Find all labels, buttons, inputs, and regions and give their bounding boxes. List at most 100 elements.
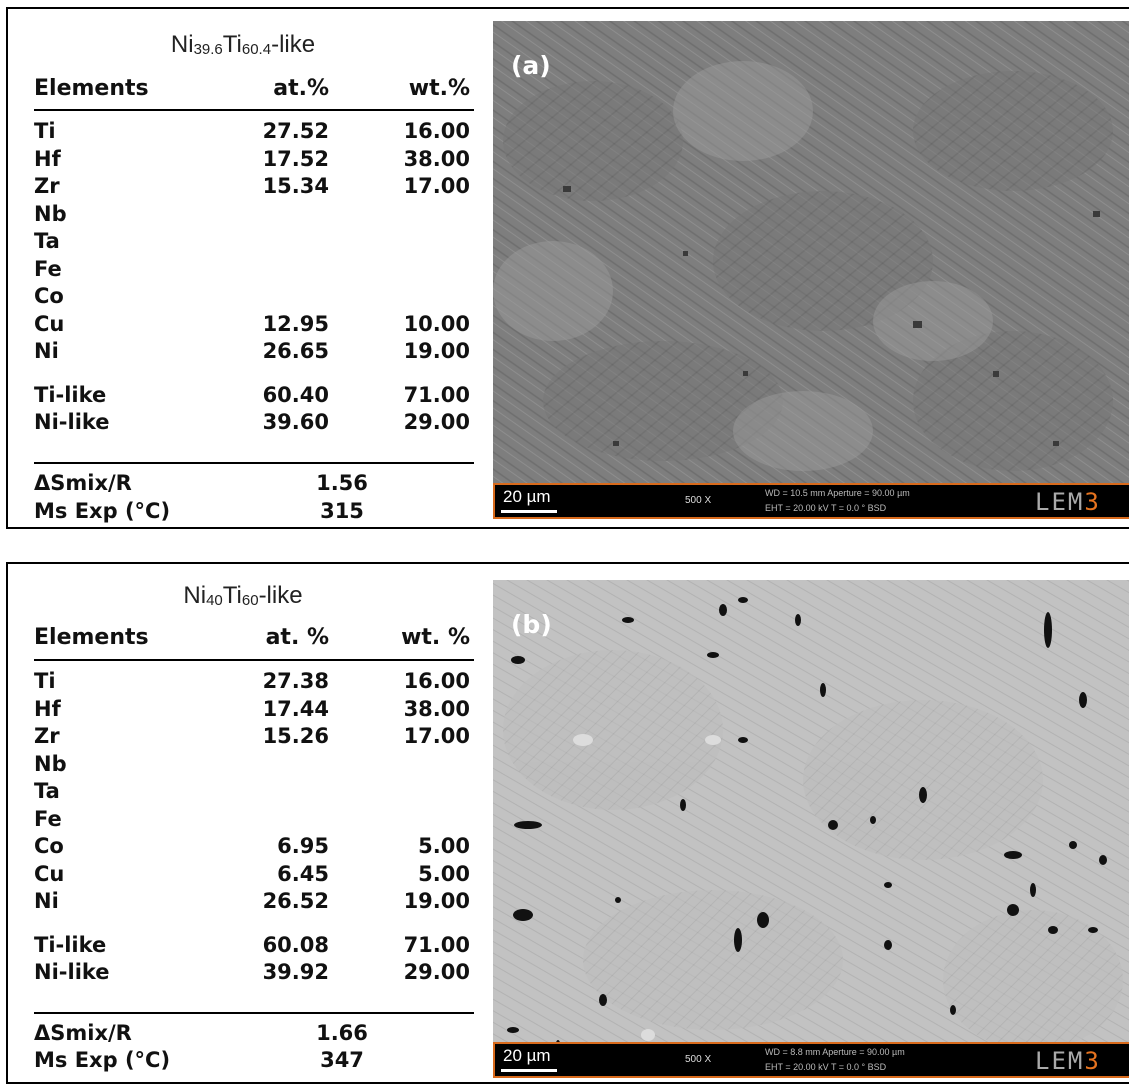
table-row: Ta [34, 777, 474, 805]
summary-divider [34, 462, 474, 464]
ms-row-b: Ms Exp (°C) 347 [34, 1046, 474, 1074]
sem-info-bar-b: 20 µm 500 X WD = 8.8 mm Aperture = 90.00… [493, 1042, 1129, 1078]
at-percent: 17.52 [262, 146, 329, 171]
header-wt: wt. % [401, 625, 470, 650]
element-name: Hf [34, 696, 61, 721]
smix-row-a: ΔSmix/R 1.56 [34, 469, 474, 497]
composition-table-b: Ni40Ti60-like Elements at. % wt. % ΔSmix… [8, 564, 488, 1082]
at-percent: 15.34 [262, 174, 329, 198]
at-percent: 15.26 [262, 724, 329, 748]
wt-percent: 17.00 [403, 174, 470, 198]
at-percent: 26.65 [262, 339, 329, 363]
header-at: at. % [265, 625, 329, 650]
at-percent: 60.40 [262, 382, 329, 407]
scale-bar-a [501, 510, 557, 513]
element-name: Ta [34, 779, 60, 803]
table-row: Ti-like 60.08 71.00 [34, 931, 474, 959]
at-percent: 27.52 [262, 119, 329, 143]
sem-micrograph-b: (b) 20 µm 500 X WD = 8.8 mm Aperture = 9… [493, 580, 1129, 1078]
wt-percent: 16.00 [403, 669, 470, 693]
ms-label: Ms Exp (°C) [34, 499, 171, 523]
header-elements: Elements [34, 76, 149, 101]
element-name: Fe [34, 806, 62, 831]
sem-info-bar-a: 20 µm 500 X WD = 10.5 mm Aperture = 90.0… [493, 483, 1129, 519]
table-row: Fe [34, 805, 474, 833]
sem-micrograph-a: (a) 20 µm 500 X WD = 10.5 mm Aperture = … [493, 21, 1129, 519]
element-name: Ti [34, 119, 56, 143]
table-row: Ti 27.52 16.00 [34, 117, 474, 145]
wt-percent: 29.00 [403, 410, 470, 434]
sem-meta-line2-b: EHT = 20.00 kV T = 0.0 ° BSD [765, 1062, 887, 1072]
smix-row-b: ΔSmix/R 1.66 [34, 1019, 474, 1047]
sem-meta-line1-b: WD = 8.8 mm Aperture = 90.00 µm [765, 1047, 905, 1057]
smix-value: 1.66 [316, 1021, 368, 1045]
ms-row-a: Ms Exp (°C) 315 [34, 497, 474, 525]
table-row: Zr 15.26 17.00 [34, 722, 474, 750]
element-name: Co [34, 284, 64, 308]
wt-percent: 17.00 [403, 724, 470, 748]
table-row: Co [34, 282, 474, 310]
image-label-a: (a) [511, 51, 551, 80]
table-row: Ni-like 39.92 29.00 [34, 958, 474, 986]
alloy-title-a: Ni39.6Ti60.4-like [170, 31, 316, 58]
table-header-a: Elements at.% wt.% [34, 75, 474, 103]
table-row: Hf 17.44 38.00 [34, 695, 474, 723]
at-percent: 12.95 [262, 311, 329, 336]
wt-percent: 29.00 [403, 960, 470, 984]
sem-meta-line2-a: EHT = 20.00 kV T = 0.0 ° BSD [765, 503, 887, 513]
magnification-b: 500 X [685, 1054, 712, 1065]
header-elements: Elements [34, 625, 149, 650]
panel-b: Ni40Ti60-like Elements at. % wt. % ΔSmix… [6, 562, 1129, 1084]
element-name: Ni [34, 339, 59, 363]
at-percent: 39.92 [262, 960, 329, 984]
element-name: Cu [34, 311, 65, 336]
at-percent: 39.60 [262, 410, 329, 434]
ms-value: 347 [320, 1048, 364, 1072]
at-percent: 60.08 [262, 932, 329, 957]
table-row: Ni 26.52 19.00 [34, 887, 474, 915]
table-row: Cu 6.45 5.00 [34, 860, 474, 888]
ms-value: 315 [320, 499, 364, 523]
composition-table-a: Ni39.6Ti60.4-like Elements at.% wt.% ΔSm… [8, 9, 488, 527]
sem-meta-line1-a: WD = 10.5 mm Aperture = 90.00 µm [765, 488, 910, 498]
wt-percent: 19.00 [403, 889, 470, 913]
table-row: Co 6.95 5.00 [34, 832, 474, 860]
header-divider [34, 659, 474, 661]
element-name: Zr [34, 174, 60, 198]
at-percent: 26.52 [262, 889, 329, 913]
table-row: Ta [34, 227, 474, 255]
element-name: Ni-like [34, 960, 110, 984]
table-row: Nb [34, 750, 474, 778]
table-row: Nb [34, 200, 474, 228]
element-name: Co [34, 834, 64, 858]
element-name: Nb [34, 201, 67, 226]
alloy-title-b: Ni40Ti60-like [183, 582, 303, 609]
smix-label: ΔSmix/R [34, 471, 132, 495]
at-percent: 17.44 [262, 696, 329, 721]
table-row: Ni 26.65 19.00 [34, 337, 474, 365]
header-divider [34, 109, 474, 111]
element-name: Cu [34, 861, 65, 886]
element-name: Hf [34, 146, 61, 171]
wt-percent: 16.00 [403, 119, 470, 143]
lem3-logo-a: LEM3 [1035, 488, 1101, 516]
table-row: Ti-like 60.40 71.00 [34, 381, 474, 409]
wt-percent: 38.00 [403, 696, 470, 721]
wt-percent: 5.00 [418, 834, 470, 858]
element-name: Fe [34, 256, 62, 281]
element-name: Ti-like [34, 932, 107, 957]
micrograph-image-b [493, 580, 1129, 1078]
wt-percent: 5.00 [418, 861, 470, 886]
header-wt: wt.% [408, 76, 470, 101]
panel-a: Ni39.6Ti60.4-like Elements at.% wt.% ΔSm… [6, 7, 1129, 529]
table-row: Ni-like 39.60 29.00 [34, 408, 474, 436]
wt-percent: 19.00 [403, 339, 470, 363]
table-row: Cu 12.95 10.00 [34, 310, 474, 338]
image-label-b: (b) [511, 610, 552, 639]
scale-label-a: 20 µm [503, 487, 551, 506]
micrograph-image-a [493, 21, 1129, 519]
table-row: Hf 17.52 38.00 [34, 145, 474, 173]
header-at: at.% [273, 76, 329, 101]
element-name: Ta [34, 229, 60, 253]
lem3-logo-b: LEM3 [1035, 1047, 1101, 1075]
